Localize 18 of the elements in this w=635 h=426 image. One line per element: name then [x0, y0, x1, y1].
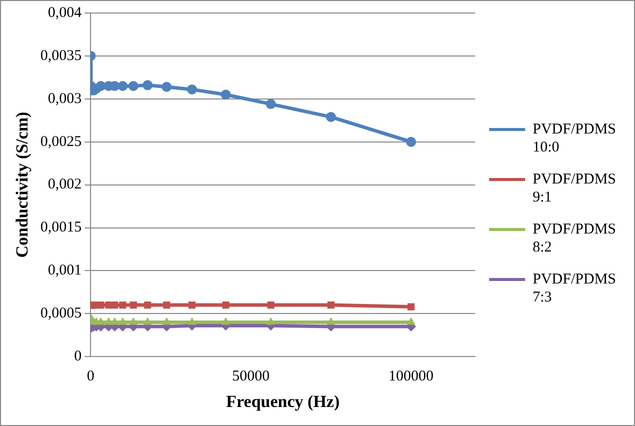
y-axis-title: Conductivity (S/cm) [12, 112, 32, 258]
legend-label: PVDF/PDMS 8:2 [532, 221, 616, 256]
x-tick-label: 0 [86, 368, 94, 385]
y-tick-label: 0,0025 [40, 134, 82, 150]
x-tick-label: 100000 [388, 368, 434, 385]
y-tick-label: 0 [74, 348, 82, 365]
y-tick-label: 0,003 [48, 90, 82, 107]
y-tick-label: 0,004 [48, 4, 82, 21]
y-tick-label: 0,0015 [40, 220, 82, 236]
legend-label: PVDF/PDMS 10:0 [532, 121, 616, 156]
x-tick-label: 50000 [232, 368, 270, 385]
legend-label: PVDF/PDMS 7:3 [532, 271, 616, 306]
y-tick-label: 0,002 [48, 176, 82, 193]
y-tick-label: 0,0035 [40, 48, 82, 64]
y-tick-label: 0,001 [48, 262, 82, 279]
y-tick-label: 0,0005 [40, 306, 82, 322]
x-axis-title: Frequency (Hz) [226, 392, 340, 412]
legend-label: PVDF/PDMS 9:1 [532, 171, 616, 206]
